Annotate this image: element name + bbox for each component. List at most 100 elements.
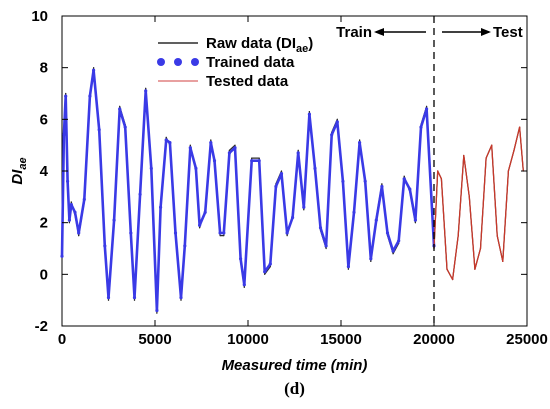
- data-point-series-1: [179, 296, 183, 300]
- data-point-series-1: [279, 172, 284, 176]
- legend-dot: [191, 58, 199, 66]
- data-point-series-1: [132, 296, 137, 300]
- data-point-series-1: [419, 125, 423, 129]
- data-point-series-0: [65, 92, 67, 95]
- data-point-series-0: [223, 235, 225, 237]
- data-point-series-0: [264, 273, 266, 275]
- data-point-series-0: [93, 67, 95, 69]
- data-point-series-1: [402, 177, 406, 181]
- series-line-1: [60, 68, 436, 312]
- legend-swatch-trained: [157, 58, 199, 66]
- data-point-series-1: [188, 146, 192, 150]
- data-point-series-1: [318, 226, 323, 230]
- data-point-series-1: [67, 218, 71, 222]
- data-point-series-1: [335, 120, 339, 124]
- data-point-series-1: [112, 218, 116, 222]
- data-point-series-1: [168, 141, 172, 145]
- data-point-series-0: [381, 183, 383, 185]
- x-tick-label: 5000: [138, 331, 171, 348]
- data-point-series-0: [403, 175, 405, 177]
- data-point-series-1: [194, 166, 198, 170]
- data-point-series-2: [446, 268, 448, 270]
- data-point-series-2: [496, 235, 498, 237]
- data-point-series-1: [69, 203, 73, 207]
- data-point-series-1: [123, 125, 127, 129]
- plot-area: [60, 15, 528, 327]
- data-point-series-1: [330, 133, 334, 137]
- legend-dot: [174, 58, 182, 66]
- data-point-series-0: [392, 253, 394, 255]
- data-point-series-1: [203, 210, 207, 214]
- data-point-series-1: [425, 107, 429, 111]
- data-point-series-1: [73, 210, 77, 214]
- y-tick-label: -2: [35, 318, 48, 335]
- data-point-series-2: [474, 268, 476, 270]
- data-point-series-1: [164, 138, 168, 142]
- data-point-series-1: [92, 68, 96, 72]
- data-point-series-2: [440, 178, 442, 180]
- data-point-series-0: [359, 139, 361, 141]
- data-point-series-1: [296, 151, 300, 155]
- data-point-series-1: [209, 141, 213, 145]
- data-point-series-0: [189, 144, 191, 146]
- y-tick-label: 8: [40, 60, 48, 77]
- data-point-series-0: [370, 260, 372, 262]
- data-point-series-1: [397, 239, 401, 243]
- data-point-series-0: [234, 144, 236, 146]
- data-point-series-0: [325, 247, 327, 250]
- data-point-series-1: [408, 187, 412, 191]
- data-point-series-1: [173, 231, 178, 235]
- y-tick-label: 6: [40, 111, 48, 128]
- data-point-series-2: [519, 126, 521, 128]
- data-point-series-1: [64, 94, 68, 98]
- data-point-series-1: [341, 179, 345, 183]
- data-point-series-1: [268, 262, 272, 266]
- legend-label-raw: Raw data (DIae): [206, 35, 313, 55]
- data-point-series-0: [199, 227, 201, 229]
- data-point-series-2: [457, 235, 459, 237]
- data-point-series-1: [363, 179, 367, 183]
- data-point-series-0: [347, 268, 349, 270]
- data-point-series-0: [286, 235, 288, 237]
- data-point-series-1: [233, 146, 237, 150]
- data-point-series-1: [66, 179, 70, 183]
- data-point-series-1: [77, 231, 81, 235]
- legend: Raw data (DIae) Trained data Tested data: [157, 35, 313, 90]
- data-point-series-1: [118, 107, 122, 111]
- data-point-series-1: [198, 223, 202, 227]
- data-point-series-0: [258, 157, 260, 159]
- data-point-series-1: [149, 166, 153, 170]
- data-point-series-1: [302, 205, 306, 209]
- data-point-series-0: [243, 286, 245, 288]
- test-arrow-head-icon: [481, 28, 491, 36]
- data-point-series-1: [263, 270, 267, 274]
- data-point-series-1: [385, 231, 390, 235]
- data-point-series-0: [280, 170, 283, 172]
- data-point-series-0: [68, 222, 70, 224]
- data-point-series-0: [70, 201, 72, 203]
- data-point-series-0: [165, 136, 167, 138]
- data-point-series-1: [346, 265, 350, 269]
- data-point-series-1: [242, 283, 246, 287]
- data-point-series-1: [274, 184, 278, 189]
- data-point-series-1: [62, 133, 66, 137]
- axes-layer: 0 5000 10000 15000 20000 25000 -2 0 2 4 6 8 10: [31, 8, 548, 348]
- data-point-series-0: [303, 209, 305, 211]
- data-point-series-1: [369, 257, 373, 261]
- data-point-series-1: [239, 257, 243, 261]
- data-point-series-1: [227, 151, 231, 155]
- data-point-series-0: [228, 149, 230, 151]
- data-point-series-1: [88, 94, 92, 98]
- test-label: Test: [493, 24, 523, 41]
- data-point-series-1: [374, 218, 378, 222]
- data-point-series-1: [82, 197, 86, 201]
- series-layer: [60, 67, 524, 314]
- series-line-0: [61, 67, 524, 314]
- data-point-series-2: [463, 154, 465, 157]
- data-point-series-2: [502, 260, 504, 262]
- legend-label-tested: Tested data: [206, 73, 289, 90]
- data-point-series-0: [308, 111, 310, 113]
- data-point-series-1: [60, 254, 64, 258]
- x-tick-label: 10000: [227, 331, 269, 348]
